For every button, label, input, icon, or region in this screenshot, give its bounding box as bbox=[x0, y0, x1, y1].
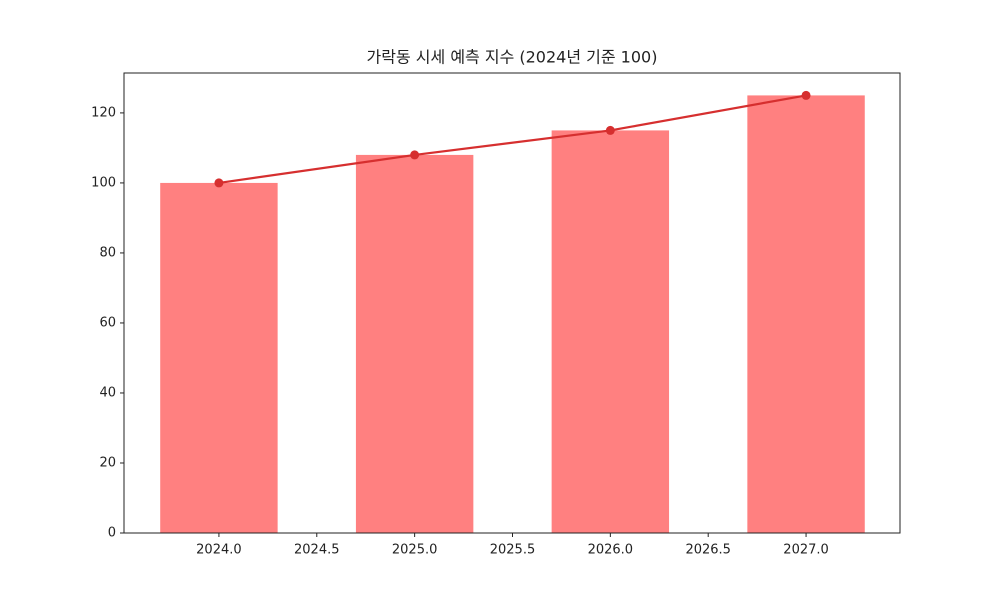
y-tick-label: 40 bbox=[99, 385, 116, 400]
y-tick-label: 120 bbox=[91, 105, 116, 120]
y-tick-label: 100 bbox=[91, 175, 116, 190]
bar bbox=[160, 182, 278, 533]
x-tick-label: 2024.0 bbox=[196, 543, 242, 558]
bar bbox=[355, 154, 474, 534]
line-marker bbox=[410, 150, 420, 160]
bar bbox=[747, 95, 865, 533]
y-tick-label: 0 bbox=[108, 526, 116, 541]
y-tick-label: 20 bbox=[99, 455, 116, 470]
x-tick-label: 2026.0 bbox=[588, 543, 634, 558]
y-tick-label: 60 bbox=[99, 315, 116, 330]
x-tick-label: 2026.5 bbox=[685, 543, 731, 558]
x-tick-label: 2025.0 bbox=[392, 543, 438, 558]
line bbox=[218, 94, 807, 185]
x-tick-label: 2024.5 bbox=[294, 543, 340, 558]
line-marker bbox=[214, 178, 224, 188]
line-marker bbox=[605, 125, 615, 135]
x-tick-label: 2025.5 bbox=[490, 543, 536, 558]
x-tick-label: 2027.0 bbox=[783, 543, 829, 558]
y-tick-label: 80 bbox=[99, 245, 116, 260]
chart-title: 가락동 시세 예측 지수 (2024년 기준 100) bbox=[367, 48, 658, 67]
line-marker bbox=[801, 90, 811, 100]
bar bbox=[551, 130, 670, 533]
